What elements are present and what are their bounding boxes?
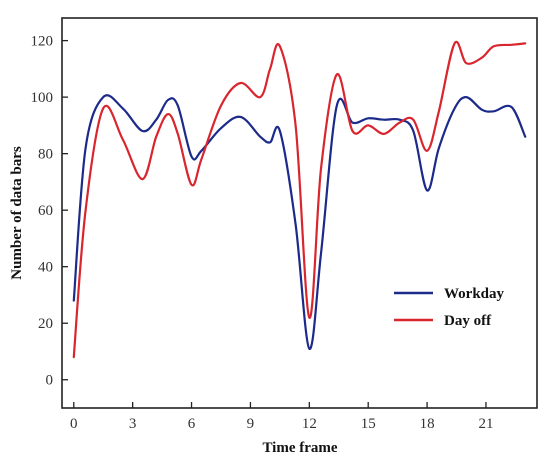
y-tick-label: 20 [38,316,53,332]
x-tick-label: 18 [420,416,435,432]
x-tick-label: 21 [478,416,493,432]
y-tick-label: 0 [46,373,54,389]
y-tick-label: 120 [31,34,54,50]
y-tick-label: 40 [38,260,53,276]
y-axis-ticks: 0 20 40 60 80 100 120 [31,34,68,389]
x-tick-label: 9 [247,416,255,432]
x-tick-label: 0 [70,416,78,432]
y-tick-label: 80 [38,147,53,163]
plot-frame [61,17,538,409]
x-axis-ticks: 0 3 6 9 12 15 18 21 [70,402,493,432]
x-tick-label: 3 [129,416,137,432]
x-axis-title: Time frame [262,440,337,456]
y-axis-title: Number of data bars [9,146,25,280]
series-lines [72,40,527,359]
legend: Workday Day off [394,286,505,329]
legend-label-day-off: Day off [444,313,492,329]
y-tick-label: 60 [38,203,53,219]
x-tick-label: 12 [302,416,317,432]
series-line-workday [72,94,527,350]
y-tick-label: 100 [31,90,54,106]
x-tick-label: 15 [361,416,376,432]
x-tick-label: 6 [188,416,196,432]
series-line-day-off [72,40,527,359]
legend-label-workday: Workday [444,286,505,302]
